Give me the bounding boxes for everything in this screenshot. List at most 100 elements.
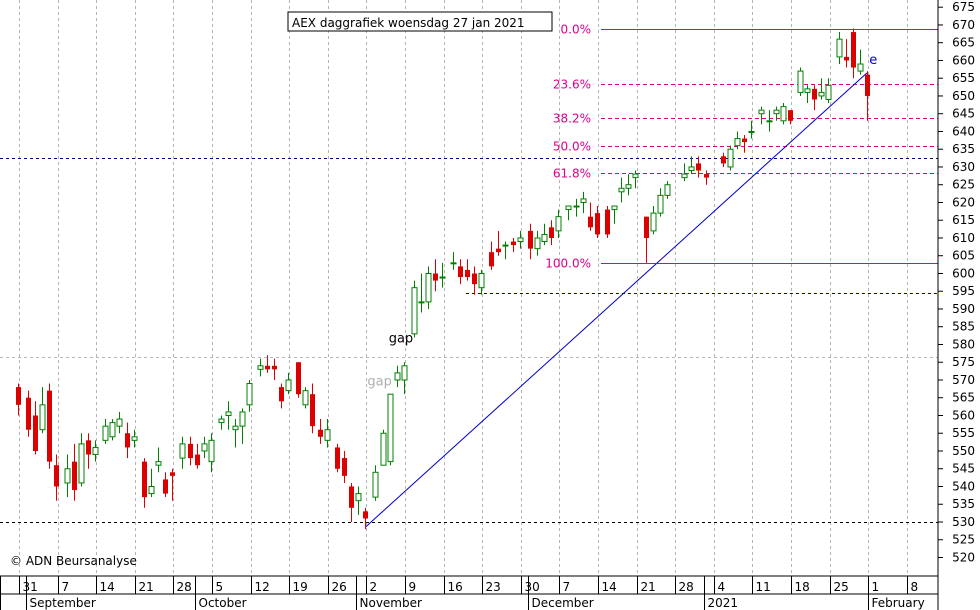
candle xyxy=(696,156,701,178)
y-tick-label: 645 xyxy=(952,107,975,121)
candle-body xyxy=(580,198,587,203)
candle-body xyxy=(257,365,264,370)
candle xyxy=(92,440,99,462)
candle-body xyxy=(541,233,548,243)
candle-body xyxy=(844,56,849,61)
candle-body xyxy=(318,429,323,437)
candle-body xyxy=(517,237,524,243)
candle xyxy=(844,39,849,68)
y-tick-label: 660 xyxy=(952,53,975,67)
candle-body xyxy=(201,443,208,452)
candle xyxy=(517,230,524,249)
x-tick-label: 14 xyxy=(100,580,115,594)
candle-body xyxy=(116,418,123,427)
candle-body xyxy=(179,443,186,459)
candle-body xyxy=(47,390,52,462)
candle-body xyxy=(632,173,639,179)
candle xyxy=(865,71,870,121)
month-label: October xyxy=(199,596,247,610)
candle-body xyxy=(418,301,425,304)
fib-level-label: 23.6% xyxy=(553,78,591,92)
candle-body xyxy=(272,365,277,370)
candle-body xyxy=(588,216,593,228)
candle xyxy=(142,458,147,508)
candle xyxy=(257,358,264,377)
y-tick-label: 570 xyxy=(952,373,975,387)
candle xyxy=(780,103,787,125)
candle xyxy=(418,273,425,313)
candle xyxy=(54,454,59,501)
candle-body xyxy=(681,173,688,179)
candle-body xyxy=(64,468,71,484)
candle-body xyxy=(797,70,804,93)
y-tick-label: 530 xyxy=(952,515,975,529)
candle-body xyxy=(758,109,765,115)
candle-body xyxy=(766,120,773,123)
x-tick-label: 30 xyxy=(525,580,540,594)
candle xyxy=(664,181,671,199)
candle xyxy=(188,436,193,466)
x-tick-label: 25 xyxy=(834,580,849,594)
x-axis-ticks: 31 7 14 21 28 5 12 19 26 2 9 16 23 30 7 14 21 28 4 11 18 25 1 8… xyxy=(19,576,925,610)
candle-body xyxy=(155,461,162,466)
candle-body xyxy=(208,439,215,463)
y-tick-label: 585 xyxy=(952,320,975,334)
candle xyxy=(605,206,610,238)
annotation-label: e xyxy=(869,53,877,68)
candle-body xyxy=(142,461,147,498)
candle xyxy=(272,358,277,380)
candle xyxy=(541,223,548,246)
y-tick-label: 575 xyxy=(952,355,975,369)
candle xyxy=(394,365,401,388)
x-tick-label: 1 xyxy=(872,580,880,594)
candle xyxy=(425,266,432,309)
candle-body xyxy=(472,273,477,285)
candle xyxy=(335,443,340,473)
chart-title-box: AEX daggrafiek woensdag 27 jan 2021 xyxy=(287,11,553,32)
candle-body xyxy=(411,287,418,335)
candle xyxy=(797,67,804,96)
candle-body xyxy=(721,156,726,164)
candle xyxy=(131,429,138,448)
y-tick-label: 600 xyxy=(952,266,975,280)
candle-body xyxy=(549,227,554,238)
axes xyxy=(0,0,939,610)
candle xyxy=(125,422,130,459)
x-tick-label: 31 xyxy=(23,580,38,594)
y-tick-label: 665 xyxy=(952,36,975,50)
candle xyxy=(439,262,446,288)
candle xyxy=(734,131,741,150)
y-tick-label: 520 xyxy=(952,551,975,565)
candle xyxy=(349,482,354,522)
candle-body xyxy=(363,511,368,519)
month-label: September xyxy=(30,596,96,610)
candle xyxy=(302,387,309,409)
candle-body xyxy=(310,394,315,427)
candle xyxy=(818,78,825,100)
candle-body xyxy=(742,138,747,143)
candle-body xyxy=(773,109,780,115)
candle-body xyxy=(458,266,463,278)
candle xyxy=(565,205,572,221)
candle xyxy=(102,419,109,444)
y-tick-label: 565 xyxy=(952,391,975,405)
candle xyxy=(232,419,239,448)
candle-body xyxy=(279,387,284,402)
candle-body xyxy=(555,216,562,232)
candle xyxy=(650,206,657,235)
candle xyxy=(812,85,817,111)
candle xyxy=(47,383,52,469)
candle xyxy=(580,191,587,214)
candle-body xyxy=(605,209,610,235)
candle xyxy=(688,156,695,175)
x-tick-label: 8 xyxy=(911,580,919,594)
candle xyxy=(611,205,618,224)
candle-body xyxy=(86,440,91,455)
candle xyxy=(727,145,734,171)
month-label: December xyxy=(532,596,594,610)
fib-level-label: 50.0% xyxy=(553,140,591,154)
x-tick-label: 11 xyxy=(756,580,771,594)
candle-body xyxy=(857,63,864,72)
x-tick-label: 16 xyxy=(448,580,463,594)
candle xyxy=(86,433,91,469)
